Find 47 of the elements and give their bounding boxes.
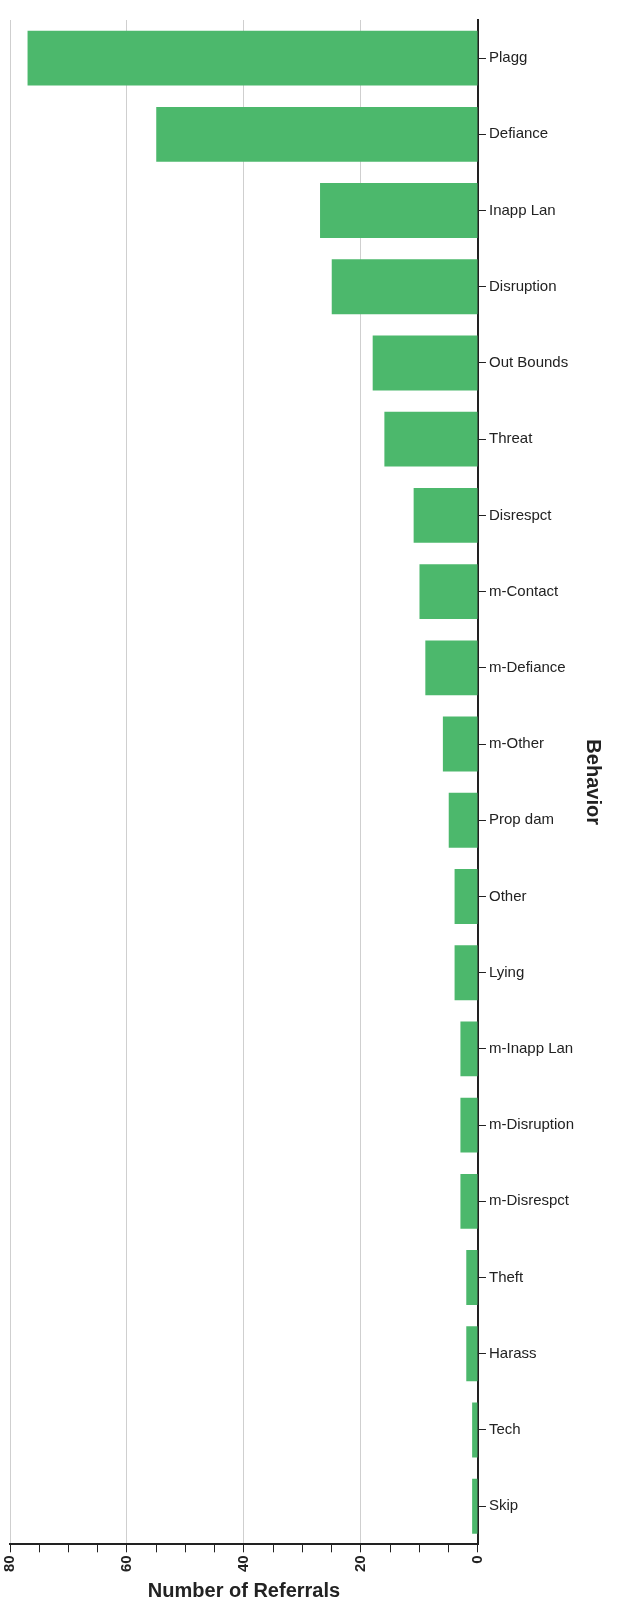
bar [413, 487, 478, 543]
bar [27, 30, 478, 86]
bar [454, 869, 478, 924]
bar [331, 259, 478, 315]
bar [466, 1250, 478, 1305]
x-tick-label: 80 [0, 1555, 18, 1572]
bar [419, 564, 478, 620]
y-tick-label: Other [488, 886, 527, 904]
bar [156, 106, 478, 162]
x-axis-title: Number of Referrals [147, 1578, 341, 1601]
y-tick-label: Tech [488, 1420, 521, 1438]
bar [320, 183, 478, 238]
bar [472, 1402, 478, 1458]
bar [460, 1173, 478, 1229]
bar [448, 792, 478, 848]
y-tick-label: m-Disruption [488, 1115, 575, 1133]
y-axis-title: Behavior [583, 739, 606, 826]
y-tick-label: Skip [488, 1496, 519, 1514]
y-tick-label: Out Bounds [488, 353, 569, 371]
y-tick-label: Threat [488, 429, 534, 447]
y-tick-label: Lying [488, 962, 525, 980]
y-tick-label: Theft [488, 1267, 524, 1285]
bar [442, 716, 478, 772]
y-tick-label: Defiance [488, 124, 549, 142]
bar [454, 945, 478, 1001]
x-tick-label: 0 [468, 1555, 486, 1564]
y-tick-label: Disruption [488, 276, 557, 294]
bar [460, 1097, 478, 1153]
x-tick-label: 40 [234, 1555, 252, 1572]
bar [460, 1021, 478, 1077]
bar [372, 335, 478, 391]
y-tick-label: Prop dam [488, 810, 555, 828]
y-tick-label: m-Contact [488, 581, 559, 599]
x-tick-label: 60 [117, 1555, 135, 1572]
y-tick-label: Inapp Lan [488, 200, 556, 218]
y-tick-label: m-Disrespct [488, 1191, 570, 1209]
y-tick-label: m-Defiance [488, 657, 566, 675]
y-tick-label: Disrespct [488, 505, 553, 523]
x-tick-label: 20 [351, 1555, 369, 1572]
y-tick-label: m-Other [488, 734, 544, 752]
y-tick-label: Plagg [488, 48, 528, 66]
bar [425, 640, 478, 696]
y-tick-label: Harass [488, 1343, 537, 1361]
bar [466, 1326, 478, 1382]
y-tick-label: m-Inapp Lan [488, 1039, 574, 1057]
bar [472, 1478, 478, 1534]
bar [384, 411, 478, 467]
